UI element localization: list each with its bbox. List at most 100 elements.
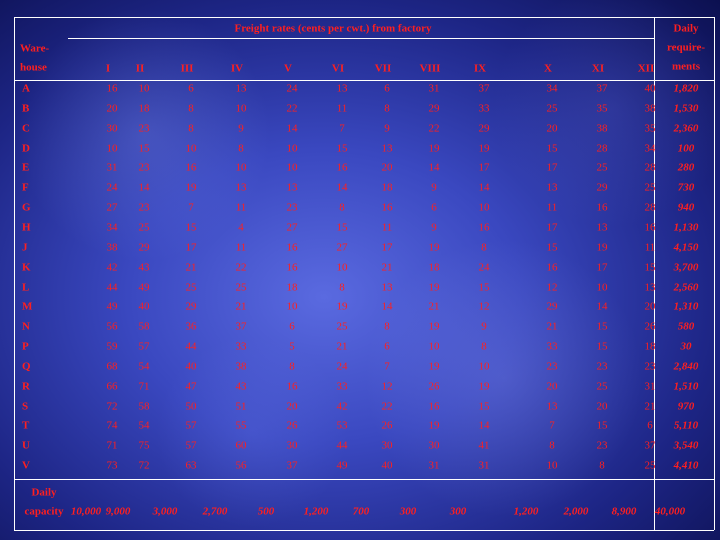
rate-cell: 18: [138, 102, 150, 115]
rate-cell: 72: [138, 459, 150, 472]
requirement-cell: 940: [677, 201, 695, 214]
requirements-header: require-: [666, 41, 706, 54]
rate-cell: 15: [336, 142, 348, 155]
rate-cell: 16: [286, 380, 298, 393]
warehouse-label: Q: [22, 360, 31, 373]
requirement-cell: 30: [680, 340, 692, 353]
rate-cell: 10: [546, 459, 558, 472]
rate-cell: 12: [478, 300, 490, 313]
rate-cell: 37: [235, 320, 247, 333]
rate-cell: 36: [185, 320, 197, 333]
rate-cell: 53: [336, 419, 348, 432]
warehouse-label: E: [22, 161, 30, 174]
requirement-cell: 280: [677, 161, 695, 174]
rate-cell: 35: [644, 122, 656, 135]
rate-cell: 56: [106, 320, 118, 333]
rate-cell: 23: [546, 360, 558, 373]
rate-cell: 31: [478, 459, 490, 472]
requirement-cell: 2,840: [673, 360, 699, 373]
rate-cell: 20: [546, 380, 558, 393]
capacity-cell: 300: [399, 505, 417, 518]
rate-cell: 19: [596, 241, 608, 254]
rate-cell: 37: [286, 459, 298, 472]
requirements-divider: [654, 17, 655, 530]
rate-cell: 23: [138, 122, 150, 135]
rate-cell: 8: [188, 102, 194, 115]
rate-cell: 18: [428, 261, 440, 274]
rate-cell: 6: [431, 201, 437, 214]
rate-cell: 49: [138, 281, 150, 293]
rate-cell: 19: [428, 320, 440, 333]
rate-cell: 38: [644, 102, 656, 115]
rate-cell: 15: [478, 281, 490, 293]
requirement-cell: 1,130: [673, 221, 699, 234]
requirement-cell: 1,510: [673, 380, 699, 393]
rate-cell: 30: [286, 439, 298, 452]
factory-header: VIII: [419, 62, 441, 75]
capacity-cell: 1,200: [303, 505, 329, 518]
requirement-cell: 100: [677, 142, 695, 155]
rate-cell: 10: [235, 161, 247, 174]
rate-cell: 38: [106, 241, 118, 254]
rate-cell: 19: [428, 281, 440, 293]
rate-cell: 5: [289, 340, 295, 353]
requirement-cell: 1,820: [673, 82, 699, 95]
rate-cell: 24: [478, 261, 490, 274]
rate-cell: 13: [546, 400, 558, 413]
rate-cell: 7: [384, 360, 390, 373]
rate-cell: 15: [546, 241, 558, 254]
rate-cell: 6: [384, 82, 390, 95]
rate-cell: 6: [289, 320, 295, 333]
rate-cell: 10: [106, 142, 118, 155]
warehouse-label: A: [22, 82, 30, 95]
factory-header: X: [544, 62, 552, 75]
rate-cell: 51: [235, 400, 247, 413]
warehouse-label: N: [22, 320, 30, 333]
rate-cell: 21: [235, 300, 247, 313]
rate-cell: 21: [381, 261, 393, 274]
rate-cell: 28: [596, 142, 608, 155]
rate-cell: 33: [336, 380, 348, 393]
rate-cell: 26: [381, 419, 393, 432]
rate-cell: 25: [185, 281, 197, 293]
requirement-cell: 730: [677, 181, 695, 194]
requirements-header: Daily: [673, 22, 699, 35]
factory-header: XI: [591, 62, 605, 75]
rate-cell: 74: [106, 419, 118, 432]
rate-cell: 8: [549, 439, 555, 452]
rate-cell: 16: [546, 261, 558, 274]
rate-cell: 13: [235, 82, 247, 95]
rate-cell: 8: [481, 340, 487, 353]
rate-cell: 8: [481, 241, 487, 254]
factory-header: I: [105, 62, 111, 75]
rate-cell: 10: [478, 201, 490, 214]
rate-cell: 25: [596, 380, 608, 393]
rate-cell: 22: [286, 102, 298, 115]
rate-cell: 37: [478, 82, 490, 95]
warehouse-label: V: [22, 459, 30, 472]
rate-cell: 26: [428, 380, 440, 393]
rate-cell: 14: [336, 181, 348, 194]
rate-cell: 10: [428, 340, 440, 353]
rate-cell: 25: [546, 102, 558, 115]
factory-header: II: [135, 62, 145, 75]
rate-cell: 34: [106, 221, 118, 234]
warehouse-label: M: [22, 300, 33, 313]
rate-cell: 57: [185, 419, 197, 432]
rate-cell: 16: [336, 161, 348, 174]
rate-cell: 10: [185, 142, 197, 155]
rate-cell: 23: [644, 360, 656, 373]
rate-cell: 17: [546, 221, 558, 234]
requirement-cell: 4,410: [673, 459, 699, 472]
rate-cell: 29: [185, 300, 197, 313]
capacity-cell: 3,000: [152, 505, 178, 518]
rate-cell: 12: [546, 281, 558, 293]
rate-cell: 19: [478, 380, 490, 393]
rate-cell: 9: [384, 122, 390, 135]
rate-cell: 15: [596, 419, 608, 432]
rate-cell: 15: [138, 142, 150, 155]
rate-cell: 24: [286, 82, 298, 95]
capacity-cell: 300: [449, 505, 467, 518]
rate-cell: 10: [596, 281, 608, 293]
rate-cell: 21: [546, 320, 558, 333]
